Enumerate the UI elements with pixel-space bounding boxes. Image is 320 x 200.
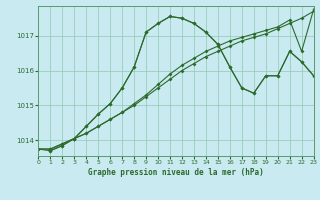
X-axis label: Graphe pression niveau de la mer (hPa): Graphe pression niveau de la mer (hPa) — [88, 168, 264, 177]
